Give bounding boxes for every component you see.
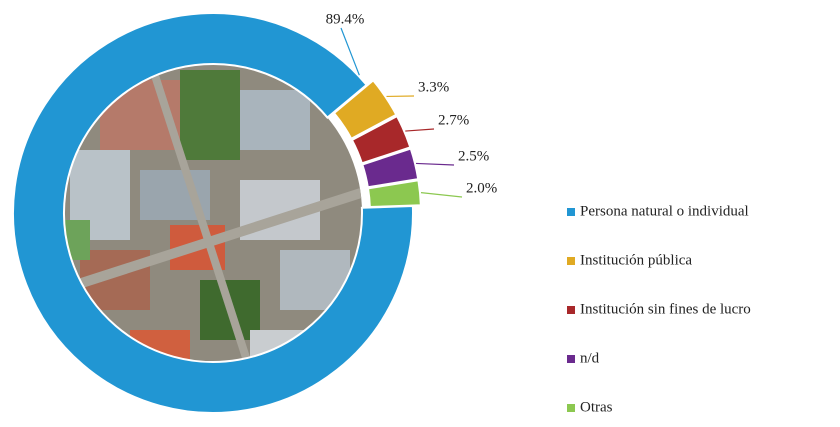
legend-marker xyxy=(567,306,575,314)
data-label: 2.5% xyxy=(458,148,489,164)
legend-label: Persona natural o individual xyxy=(580,203,749,219)
leader-line xyxy=(340,27,360,76)
donut-segment xyxy=(12,12,414,414)
donut-segment xyxy=(350,114,412,165)
legend-label: Otras xyxy=(580,399,613,415)
data-label: 89.4% xyxy=(326,11,365,27)
legend-marker xyxy=(567,257,575,265)
legend-label: Institución pública xyxy=(580,252,692,268)
donut-segment xyxy=(332,79,398,141)
legend-label: n/d xyxy=(580,350,600,366)
legend-marker xyxy=(567,404,575,412)
legend-marker xyxy=(567,208,575,216)
donut-segment xyxy=(366,179,422,209)
donut-segment xyxy=(361,147,420,189)
data-label: 3.3% xyxy=(418,79,449,95)
legend-label: Institución sin fines de lucro xyxy=(580,301,751,317)
leader-line xyxy=(416,162,455,166)
data-label: 2.0% xyxy=(466,180,497,196)
data-label: 2.7% xyxy=(438,112,469,128)
leader-line xyxy=(405,128,435,132)
legend-marker xyxy=(567,355,575,363)
leader-line xyxy=(420,191,463,198)
